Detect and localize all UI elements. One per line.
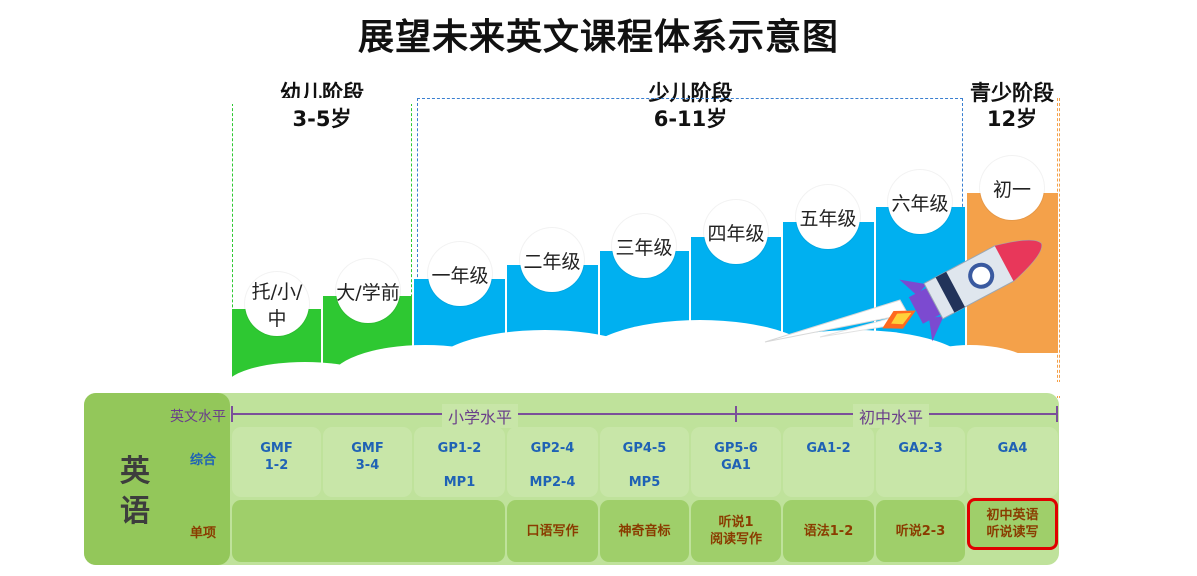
cell-line: GP4-5 (622, 441, 667, 456)
grade-circle: 初一 (980, 156, 1044, 220)
cell-line: GMF (351, 441, 384, 456)
page-title: 展望未来英文课程体系示意图 (357, 17, 839, 58)
level-timeline (232, 413, 1058, 415)
cloud-base (225, 382, 1060, 396)
row-label-level: 英文水平 (170, 409, 226, 425)
subject-label: 英语 (120, 454, 150, 529)
comprehensive-cell: GMF 1-2 (232, 427, 321, 497)
grade-circle: 四年级 (704, 200, 768, 264)
level-junior: 初中水平 (853, 404, 930, 428)
cell-line: GMF (260, 441, 293, 456)
grade-circle: 二年级 (520, 228, 584, 292)
subject-cell (84, 393, 230, 565)
bracket-gap (232, 98, 412, 104)
single-cell-empty (232, 500, 505, 562)
cell-line: GP5-6 (714, 441, 758, 456)
level-tick (735, 406, 737, 422)
single-cell: 神奇音标 (600, 500, 689, 562)
rocket-icon (764, 239, 1042, 343)
comprehensive-cell: GA4 (967, 427, 1058, 497)
cell-line: GP1-2 (437, 441, 482, 456)
single-cell: 听说1 阅读写作 (691, 500, 781, 562)
cell-line: 初中英语 (986, 508, 1039, 523)
comprehensive-cell: GP1-2 MP1 (414, 427, 505, 497)
stage-label-teen: 青少阶段 12岁 (964, 80, 1060, 132)
cell-line: GA2-3 (898, 441, 943, 456)
grade-circle: 五年级 (796, 185, 860, 249)
grade-circle: 一年级 (428, 242, 492, 306)
grade-circle: 三年级 (612, 214, 676, 278)
row-label-single: 单项 (189, 526, 216, 541)
grade-circle: 托/小/中 (245, 272, 309, 336)
cell-line: GA1-2 (806, 441, 851, 456)
level-tick (1056, 406, 1058, 422)
cell-line: GP2-4 (530, 441, 575, 456)
comprehensive-cell: GMF 3-4 (323, 427, 412, 497)
cell-line: 语法1-2 (803, 523, 854, 539)
single-cell-highlighted: 初中英语 听说读写 (967, 498, 1058, 550)
cell-line: GA1 (721, 458, 751, 473)
comprehensive-cell: GP5-6 GA1 (691, 427, 781, 497)
cell-line: 听说1 (718, 515, 754, 530)
grade-circle: 大/学前 (336, 259, 400, 323)
stage-bracket-teen (965, 98, 1060, 398)
cell-line: MP1 (443, 475, 476, 490)
level-tick (231, 406, 233, 422)
single-cell: 听说2-3 (876, 500, 965, 562)
stage-age: 6-11岁 (653, 107, 728, 131)
comprehensive-cell: GA1-2 (783, 427, 874, 497)
cell-line: MP2-4 (529, 475, 576, 490)
single-cell: 语法1-2 (783, 500, 874, 562)
single-cell: 口语写作 (507, 500, 598, 562)
stage-label-children: 少儿阶段 6-11岁 (418, 80, 963, 132)
comprehensive-cell: GP2-4 MP2-4 (507, 427, 598, 497)
cell-line: MP5 (628, 475, 661, 490)
level-primary: 小学水平 (442, 404, 519, 428)
row-label-comprehensive: 综合 (189, 453, 216, 468)
cell-line: 1-2 (264, 458, 289, 473)
cell-line: 阅读写作 (709, 532, 762, 547)
cell-line: GA4 (997, 441, 1028, 456)
cell-line: 神奇音标 (618, 523, 671, 539)
stage-name: 少儿阶段 (648, 81, 733, 105)
cell-line: 3-4 (355, 458, 380, 473)
comprehensive-cell: GP4-5 MP5 (600, 427, 689, 497)
cell-line: 听说2-3 (895, 523, 946, 539)
cell-line: 口语写作 (526, 523, 579, 539)
grade-circle: 六年级 (888, 170, 952, 234)
comprehensive-cell: GA2-3 (876, 427, 965, 497)
stage-age: 3-5岁 (292, 107, 352, 131)
stage-name: 青少阶段 (970, 81, 1054, 105)
stage-age: 12岁 (986, 107, 1038, 131)
cell-line: 听说读写 (986, 525, 1039, 540)
